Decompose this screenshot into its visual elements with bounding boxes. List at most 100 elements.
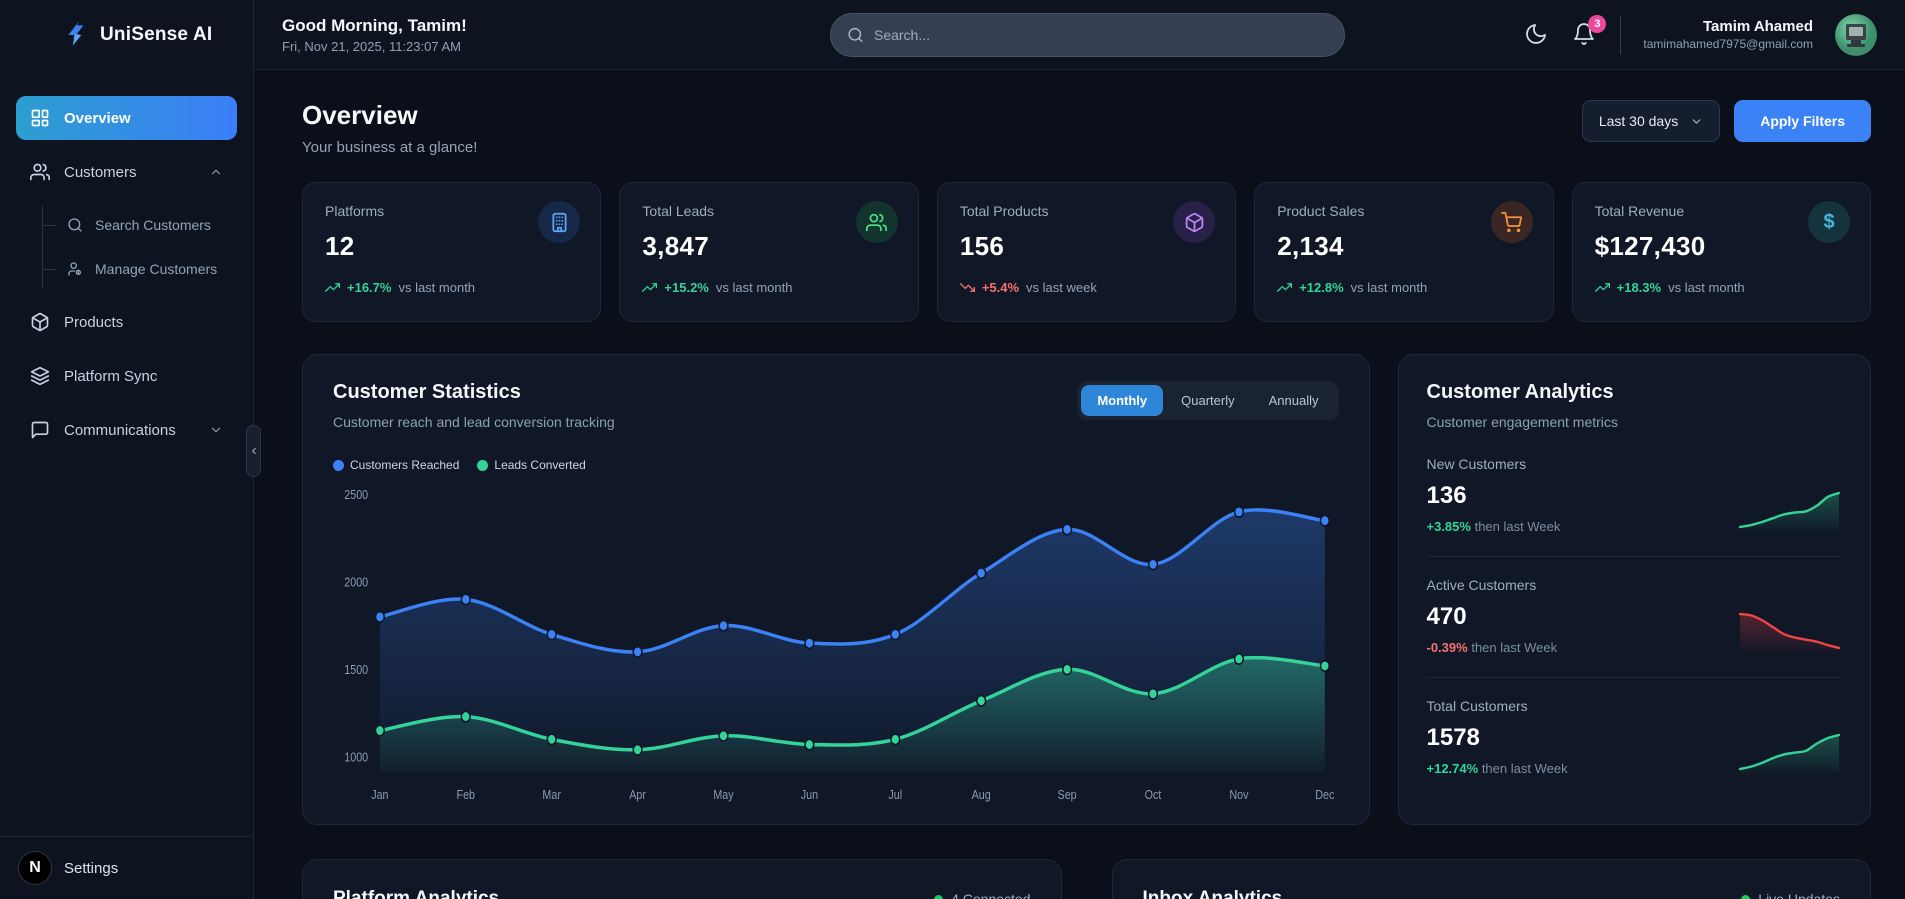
package-icon — [1173, 201, 1216, 243]
sidebar-item-manage-customers[interactable]: Manage Customers — [43, 250, 237, 288]
sidebar-nav: Overview Customers Search Customers Mana… — [0, 70, 253, 836]
svg-text:Mar: Mar — [542, 787, 561, 802]
chat-bubble-icon — [31, 421, 49, 439]
metric-delta: +12.74% then last Week — [1426, 761, 1568, 776]
chevron-left-icon — [251, 447, 256, 455]
sidebar-item-settings[interactable]: Settings — [64, 859, 119, 877]
customers-subtree: Search Customers Manage Customers — [42, 206, 237, 288]
date-range-select[interactable]: Last 30 days — [1581, 100, 1721, 142]
sidebar-collapse-handle[interactable] — [246, 425, 261, 477]
tab-quarterly[interactable]: Quarterly — [1181, 393, 1235, 408]
sidebar-item-label: Search Customers — [95, 217, 211, 233]
stat-value: 3,847 — [642, 231, 709, 261]
page-heading: Overview Your business at a glance! — [302, 100, 477, 156]
sidebar-item-products[interactable]: Products — [16, 300, 237, 344]
trending-up-icon — [1277, 283, 1293, 292]
svg-text:1000: 1000 — [344, 750, 368, 765]
svg-text:Dec: Dec — [1315, 787, 1334, 802]
topbar: Good Morning, Tamim! Fri, Nov 21, 2025, … — [254, 0, 1905, 70]
search-icon — [848, 27, 863, 42]
panel-subtitle: Customer reach and lead conversion track… — [333, 414, 615, 430]
metric-value: 136 — [1426, 482, 1467, 509]
sparkline-total-customers — [1737, 726, 1842, 776]
search-input[interactable] — [873, 26, 1328, 43]
sidebar-item-overview[interactable]: Overview — [16, 96, 237, 140]
avatar[interactable] — [1835, 13, 1877, 56]
legend-customers-reached: Customers Reached — [333, 458, 459, 472]
connected-status: 4 Connected — [934, 891, 1031, 899]
sidebar-item-label: Overview — [64, 109, 131, 127]
date-range-value: Last 30 days — [1598, 113, 1679, 129]
stat-card-total-products[interactable]: Total Products 156 +5.4% vs last week — [936, 182, 1237, 322]
moon-icon — [1526, 23, 1547, 44]
stat-card-platforms[interactable]: Platforms 12 +16.7% vs last month — [302, 182, 602, 322]
metric-value: 470 — [1426, 603, 1467, 630]
sidebar-item-customers[interactable]: Customers — [16, 150, 237, 194]
topbar-actions: 3 Tamim Ahamed tamimahamed7975@gmail.com — [1524, 13, 1877, 56]
svg-text:Aug: Aug — [972, 787, 991, 802]
svg-text:2000: 2000 — [344, 575, 368, 590]
tab-monthly[interactable]: Monthly — [1081, 385, 1164, 416]
status-dot-icon — [934, 894, 944, 899]
svg-text:Apr: Apr — [629, 787, 646, 802]
status-dot-icon — [1741, 894, 1751, 899]
stat-card-total-leads[interactable]: Total Leads 3,847 +15.2% vs last month — [619, 182, 919, 322]
datetime-text: Fri, Nov 21, 2025, 11:23:07 AM — [282, 38, 461, 54]
user-settings-icon — [68, 262, 81, 276]
sidebar-item-communications[interactable]: Communications — [16, 408, 237, 452]
user-meta: Tamim Ahamed tamimahamed7975@gmail.com — [1643, 18, 1813, 51]
stat-card-product-sales[interactable]: Product Sales 2,134 +12.8% vs last month — [1254, 182, 1554, 322]
sidebar-item-label: Customers — [64, 163, 137, 181]
greeting-text: Good Morning, Tamim! — [282, 15, 467, 35]
stat-label: Platforms — [325, 203, 385, 219]
stat-delta: +18.3% vs last month — [1594, 280, 1848, 295]
sparkline-active-customers — [1737, 605, 1842, 655]
sidebar-footer: N Settings — [0, 836, 253, 899]
panel-title: Customer Analytics — [1426, 381, 1614, 403]
chevron-up-icon — [211, 169, 221, 175]
svg-text:1500: 1500 — [344, 662, 368, 677]
layers-icon — [30, 366, 50, 386]
notification-count-badge: 3 — [1588, 14, 1607, 33]
svg-text:Jan: Jan — [371, 787, 388, 802]
customer-analytics-panel: Customer Analytics Customer engagement m… — [1397, 354, 1871, 825]
stat-delta: +15.2% vs last month — [642, 280, 895, 295]
building-icon — [538, 201, 581, 243]
legend-leads-converted: Leads Converted — [477, 458, 586, 472]
page-controls: Last 30 days Apply Filters — [1581, 100, 1871, 142]
bell-icon — [1574, 22, 1595, 45]
search-icon — [68, 218, 82, 232]
svg-text:Feb: Feb — [457, 787, 476, 802]
tab-annually[interactable]: Annually — [1268, 393, 1319, 408]
sidebar-item-label: Communications — [64, 421, 176, 439]
stat-card-total-revenue[interactable]: Total Revenue $127,430 +18.3% vs last mon… — [1571, 182, 1872, 322]
stat-delta: +5.4% vs last week — [959, 280, 1213, 295]
legend-dot-green — [477, 459, 489, 471]
search-bar — [830, 12, 1345, 57]
apply-filters-button[interactable]: Apply Filters — [1734, 100, 1871, 142]
notifications-button[interactable]: 3 — [1572, 14, 1607, 48]
stat-label: Total Products — [959, 203, 1049, 219]
stat-delta: +16.7% vs last month — [325, 280, 578, 295]
stat-value: $127,430 — [1594, 231, 1706, 261]
nextjs-dev-badge[interactable]: N — [18, 851, 52, 885]
avatar-image — [1835, 13, 1877, 56]
brand-logo: UniSense AI — [0, 0, 253, 70]
panel-title: Platform Analytics — [333, 888, 500, 899]
inbox-analytics-panel: Inbox Analytics Live Updates — [1111, 859, 1871, 899]
lightning-logo-icon — [68, 21, 84, 46]
svg-text:2500: 2500 — [344, 487, 368, 502]
stat-label: Total Revenue — [1594, 203, 1685, 219]
sidebar-item-search-customers[interactable]: Search Customers — [43, 206, 237, 244]
sidebar-item-label: Manage Customers — [95, 261, 218, 277]
svg-text:Oct: Oct — [1145, 787, 1162, 802]
dark-mode-toggle[interactable] — [1524, 22, 1550, 48]
stat-label: Product Sales — [1277, 203, 1365, 219]
trending-up-icon — [1594, 283, 1610, 292]
users-icon — [855, 201, 898, 243]
header-divider — [1620, 15, 1622, 54]
customer-statistics-chart[interactable]: 2500 2000 1500 1000 Jan Feb Mar Apr May Jun Jul Aug… — [333, 478, 1339, 806]
page-subtitle: Your business at a glance! — [302, 139, 478, 156]
sidebar-item-platform-sync[interactable]: Platform Sync — [16, 354, 237, 398]
